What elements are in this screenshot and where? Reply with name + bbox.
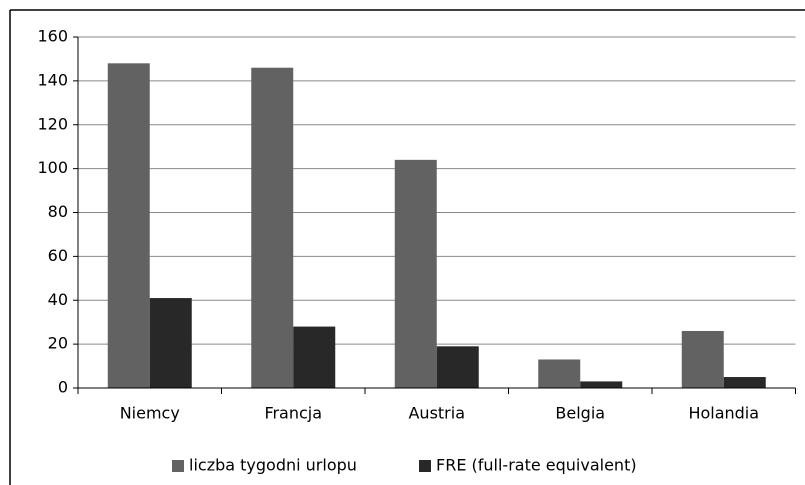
x-tick-label: Belgia	[555, 404, 605, 423]
bar	[723, 377, 766, 388]
y-tick-label: 120	[37, 114, 68, 133]
bar	[538, 359, 581, 388]
bar	[251, 67, 294, 389]
y-tick-label: 20	[48, 334, 68, 353]
y-tick-label: 0	[58, 378, 68, 397]
bar	[436, 346, 479, 388]
bar	[293, 326, 336, 388]
y-tick-label: 160	[37, 27, 68, 46]
y-tick-label: 140	[37, 70, 68, 89]
bar	[681, 330, 724, 388]
legend-swatch	[419, 460, 431, 472]
y-tick-label: 40	[48, 290, 68, 309]
x-tick-label: Holandia	[688, 404, 759, 423]
x-tick-label: Francja	[264, 404, 322, 423]
bar	[149, 298, 192, 388]
legend-label: FRE (full-rate equivalent)	[436, 456, 637, 475]
x-tick-label: Austria	[408, 404, 465, 423]
legend-swatch	[172, 460, 184, 472]
legend-label: liczba tygodni urlopu	[189, 456, 357, 475]
y-tick-label: 60	[48, 246, 68, 265]
bar	[107, 63, 150, 388]
bar	[580, 381, 623, 388]
y-tick-label: 80	[48, 202, 68, 221]
y-tick-label: 100	[37, 158, 68, 177]
x-tick-label: Niemcy	[120, 404, 180, 423]
bar	[394, 159, 437, 388]
